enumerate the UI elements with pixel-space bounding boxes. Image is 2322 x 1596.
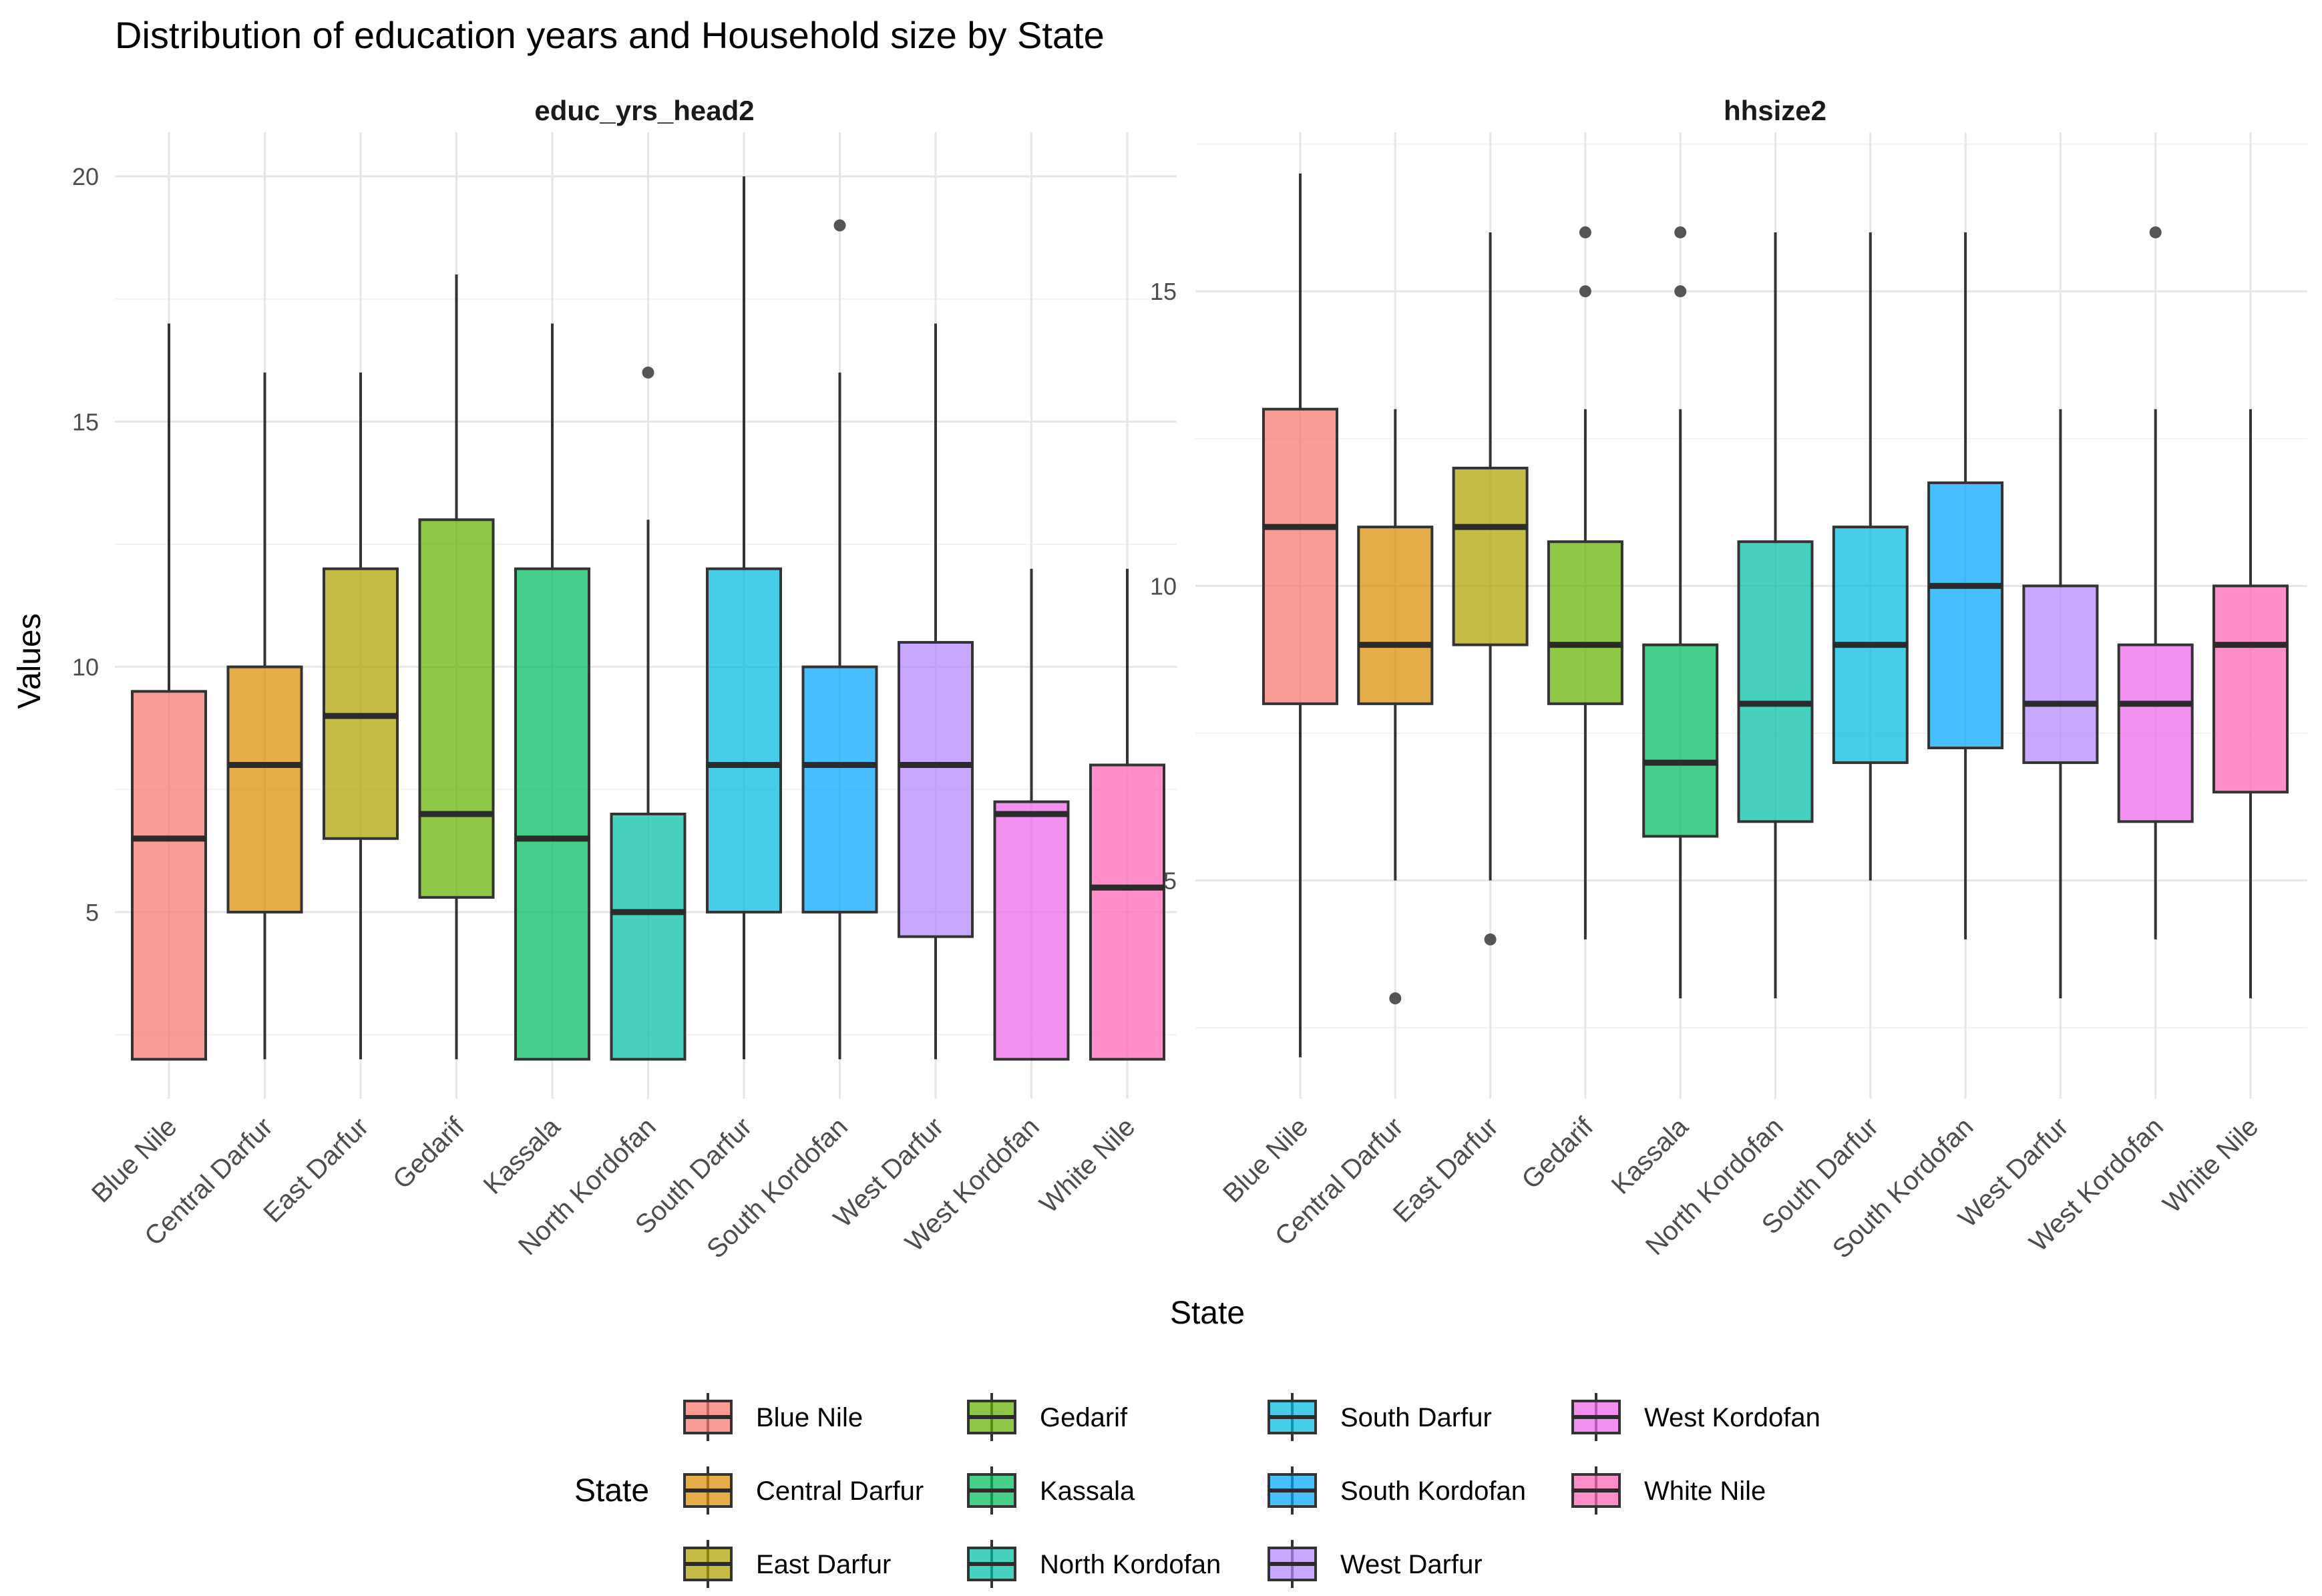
box-hhsize2-kassala [1642,226,1719,999]
box-iqr [2212,584,2289,794]
box-iqr [2022,584,2099,765]
box-iqr [610,812,687,1061]
box-educ-yrs-head2-east-darfur [323,372,399,1060]
box-hhsize2-west-darfur [2022,409,2099,999]
y-tick-label: 10 [72,654,99,681]
box-hhsize2-white-nile [2212,409,2289,999]
facet-title-hhsize2: hhsize2 [1724,95,1826,126]
chart-title: Distribution of education years and Hous… [115,14,1105,56]
box-educ-yrs-head2-white-nile [1089,568,1165,1061]
legend-item-west-kordofan: West Kordofan [1571,1393,1820,1441]
box-iqr [418,518,495,899]
legend-label: Blue Nile [756,1403,863,1432]
legend-label: Central Darfur [756,1476,924,1506]
legend-item-east-darfur: East Darfur [683,1540,891,1588]
box-iqr [1927,481,2004,750]
legend-label: South Darfur [1340,1403,1492,1432]
box-iqr [1547,540,1623,705]
legend-item-north-kordofan: North Kordofan [967,1540,1221,1588]
y-tick-label: 15 [1150,278,1177,305]
box-iqr [2117,643,2194,823]
outlier-point [1484,933,1497,946]
outlier-point [1579,285,1591,298]
legend: State Blue Nile Central Darfur East Darfur… [574,1393,1820,1588]
y-tick-label: 15 [72,408,99,435]
legend-label: North Kordofan [1040,1550,1221,1579]
x-axis-title: State [1170,1295,1245,1331]
outlier-point [1389,992,1402,1005]
box-hhsize2-south-kordofan [1927,232,2004,940]
legend-label: West Kordofan [1644,1403,1820,1432]
box-educ-yrs-head2-south-darfur [706,176,782,1060]
box-educ-yrs-head2-kassala [514,323,590,1061]
box-iqr [706,567,782,914]
legend-item-west-darfur: West Darfur [1268,1540,1483,1588]
y-axis-title: Values [12,613,47,709]
y-tick-label: 20 [72,163,99,190]
legend-item-white-nile: White Nile [1571,1466,1766,1515]
box-iqr [226,665,303,914]
y-tick-label: 5 [1163,867,1177,895]
box-educ-yrs-head2-blue-nile [131,323,207,1061]
box-educ-yrs-head2-central-darfur [226,372,303,1060]
box-iqr [514,567,590,1061]
y-tick-label: 5 [85,899,99,926]
box-iqr [131,690,207,1061]
legend-item-kassala: Kassala [967,1466,1135,1515]
box-hhsize2-north-kordofan [1737,232,1814,999]
legend-item-central-darfur: Central Darfur [683,1466,924,1515]
legend-label: South Kordofan [1340,1476,1526,1506]
box-hhsize2-gedarif [1547,226,1623,940]
box-hhsize2-west-kordofan [2117,226,2194,940]
box-iqr [1262,407,1338,705]
outlier-point [1674,226,1687,238]
box-iqr [323,567,399,840]
box-iqr [1089,763,1165,1061]
outlier-point [1674,285,1687,298]
box-iqr [898,640,974,938]
box-iqr [801,665,878,914]
box-hhsize2-south-darfur [1832,232,1909,881]
outlier-point [2149,226,2162,238]
box-educ-yrs-head2-gedarif [418,274,495,1060]
box-iqr [993,800,1070,1061]
box-iqr [1642,643,1719,838]
box-educ-yrs-head2-west-darfur [898,323,974,1060]
box-educ-yrs-head2-south-kordofan [801,219,878,1060]
box-iqr [1737,540,1814,823]
box-hhsize2-central-darfur [1357,409,1434,1005]
legend-item-blue-nile: Blue Nile [683,1393,863,1441]
box-iqr [1357,526,1434,705]
box-educ-yrs-head2-west-kordofan [993,568,1070,1061]
legend-item-south-kordofan: South Kordofan [1268,1466,1526,1515]
box-educ-yrs-head2-north-kordofan [610,366,687,1061]
legend-label: White Nile [1644,1476,1766,1506]
outlier-point [1579,226,1591,238]
box-hhsize2-east-darfur [1452,232,1529,946]
outlier-point [833,219,846,232]
box-hhsize2-blue-nile [1262,173,1338,1058]
legend-label: West Darfur [1340,1550,1483,1579]
legend-item-south-darfur: South Darfur [1268,1393,1492,1441]
facet-title-educ-yrs-head2: educ_yrs_head2 [534,95,754,126]
legend-label: Kassala [1040,1476,1135,1506]
legend-label: East Darfur [756,1550,891,1579]
legend-item-gedarif: Gedarif [967,1393,1128,1441]
outlier-point [642,366,654,379]
box-iqr [1452,466,1529,646]
y-tick-label: 10 [1150,572,1177,600]
legend-title: State [574,1473,649,1509]
legend-label: Gedarif [1040,1403,1128,1432]
